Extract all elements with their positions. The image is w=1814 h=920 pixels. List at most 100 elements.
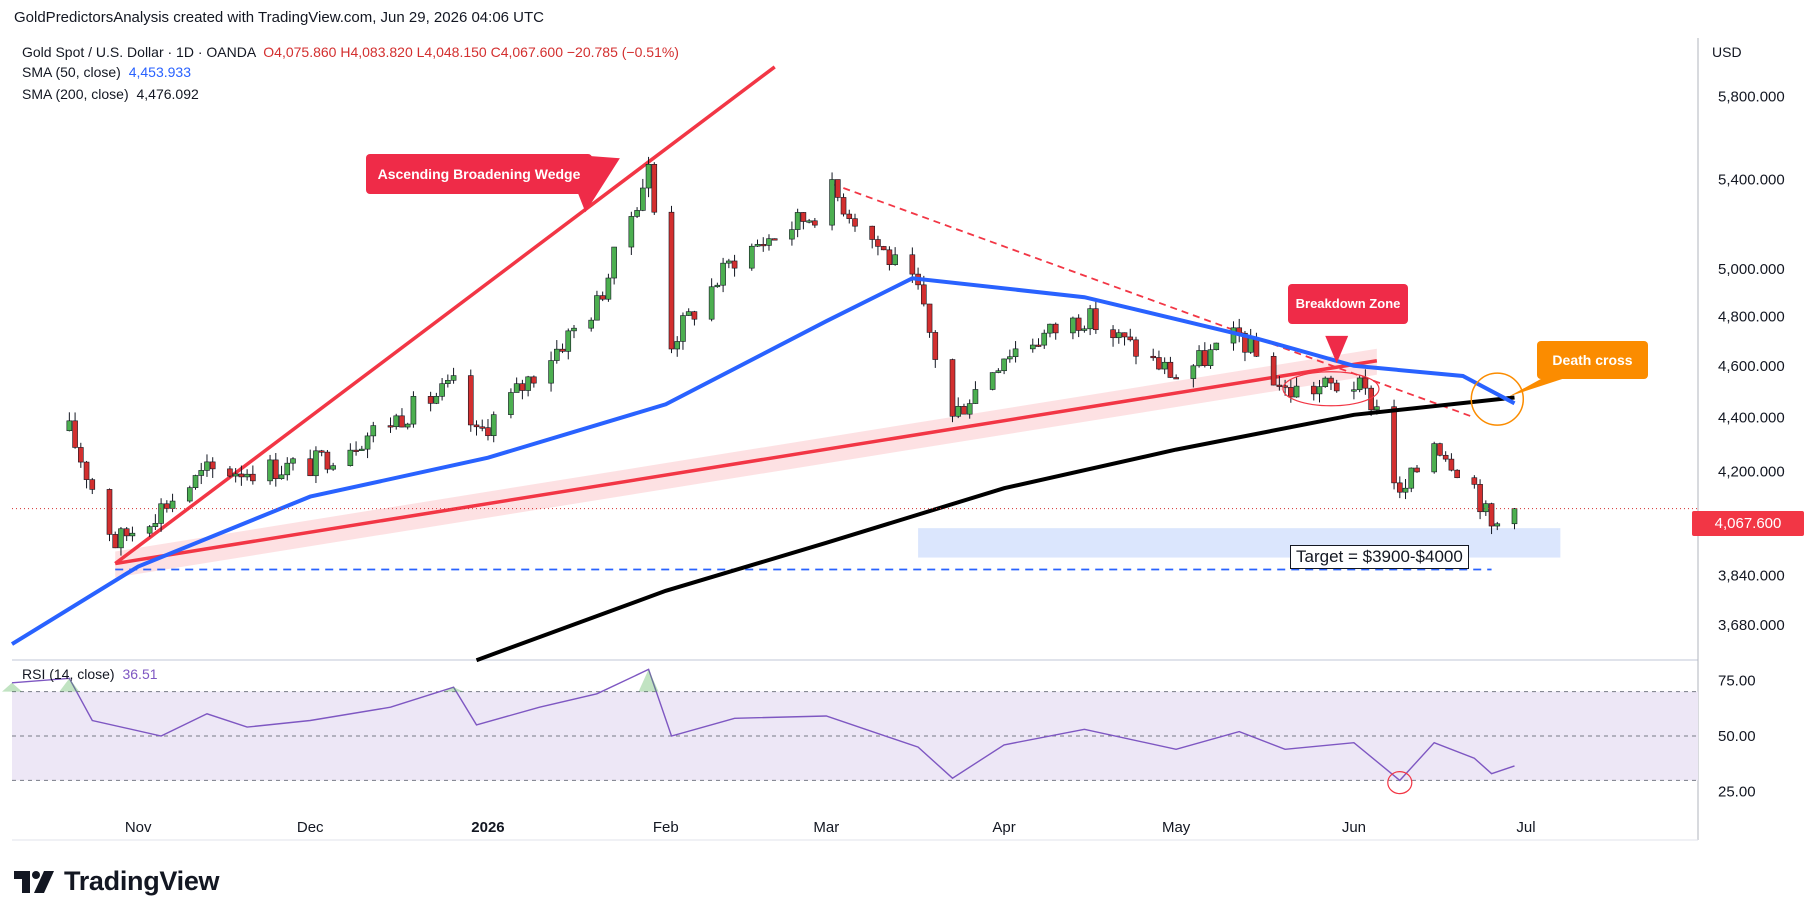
breakdown-callout[interactable]: Breakdown Zone [1288,284,1408,324]
price-tick-label: 5,000.000 [1718,261,1785,278]
candle-body [812,220,818,226]
candle-body [513,383,520,393]
candle-body [892,254,898,265]
candle-body [1121,332,1128,338]
candle-body [1293,385,1300,398]
candle-body [1414,467,1420,473]
candles-layer [66,156,1518,556]
candle-body [1007,356,1013,360]
candle-body [272,459,279,480]
candle-body [485,427,491,437]
target-label[interactable]: Target = $3900-$4000 [1290,545,1469,569]
candle-body [1012,348,1019,358]
candle-body [146,526,153,534]
candle-body [559,348,566,352]
candle-body [290,458,296,464]
candle-body [267,459,273,482]
candle-body [198,470,205,476]
candle-body [370,425,377,437]
candle-body [1483,503,1489,513]
candle-body [1328,377,1334,384]
candle-body [966,403,973,415]
wedge-callout[interactable]: Ascending Broadening Wedge [366,154,592,194]
candle-body [232,473,239,477]
candle-body [1402,487,1409,493]
sma200-label: SMA (200, close) [22,86,129,102]
candle-body [112,534,119,549]
candle-body [1333,382,1340,392]
candle-body [1351,389,1357,392]
candle-body [83,461,90,480]
rsi-line [11,668,1515,782]
legend-rsi-row[interactable]: RSI (14, close) 36.51 [22,666,158,682]
candle-body [553,348,560,361]
time-tick-label: Nov [125,819,152,836]
candle-body [1161,361,1168,370]
candle-body [1156,357,1162,370]
breakdown-ellipse [1282,371,1380,407]
candle-body [1093,308,1099,331]
candle-body [1070,317,1076,334]
candle-body [1242,332,1248,353]
price-tick-label: 3,840.000 [1718,568,1785,585]
candle-body [875,239,881,247]
candle-body [250,473,256,482]
candle-body [445,380,451,384]
candle-body [164,503,170,509]
candle-body [720,262,726,286]
time-tick-label: Jun [1342,819,1366,836]
candle-body [359,448,365,451]
candle-body [1442,454,1449,460]
candle-body [1431,443,1438,473]
candle-body [800,212,807,222]
candle-body [748,245,755,269]
currency-label[interactable]: USD [1712,44,1742,60]
candle-body [1282,385,1288,388]
candle-body [995,370,1002,373]
candle-body [829,179,835,226]
candle-body [1322,377,1329,387]
last-price-tag: 4,067.600 [1692,511,1804,536]
candle-body [685,311,692,316]
candle-body [1310,385,1317,395]
candle-body [989,372,996,390]
legend-sma50-row[interactable]: SMA (50, close) 4,453.933 [22,64,191,80]
candle-body [209,461,216,470]
symbol-name[interactable]: Gold Spot / U.S. Dollar · 1D · OANDA [22,44,256,60]
candle-body [640,187,646,211]
candle-body [708,286,715,320]
price-tick-label: 4,600.000 [1718,358,1785,375]
rsi-tick-label: 50.00 [1718,728,1756,745]
candle-body [880,246,887,251]
candle-body [565,330,572,352]
price-tick-label: 4,200.000 [1718,463,1785,480]
sma200-line [475,395,1515,663]
rsi-low-circle [1387,770,1413,795]
candle-body [519,383,526,391]
rsi-overbought-fill [2,682,22,692]
candle-body [433,396,440,404]
candle-body [674,341,681,350]
candle-body [645,164,652,189]
candle-body [731,260,738,269]
rsi-tick-label: 25.00 [1718,783,1756,800]
candle-body [588,319,595,329]
candle-body [628,216,635,248]
trendline [114,359,1378,566]
candle-body [467,375,474,426]
tradingview-logo-icon [14,870,54,893]
price-tick-label: 4,800.000 [1718,308,1785,325]
candle-body [353,449,359,452]
tradingview-brand: TradingView [64,866,220,896]
footer-logo[interactable]: TradingView [14,866,220,897]
candle-body [605,277,612,300]
candle-body [66,420,73,432]
candle-body [1167,361,1174,378]
candle-body [680,315,686,342]
candle-body [1150,355,1157,359]
death-cross-callout[interactable]: Death cross [1537,341,1648,379]
candle-body [1374,406,1380,411]
candle-body [714,284,721,288]
legend-sma200-row[interactable]: SMA (200, close) 4,476.092 [22,86,199,102]
